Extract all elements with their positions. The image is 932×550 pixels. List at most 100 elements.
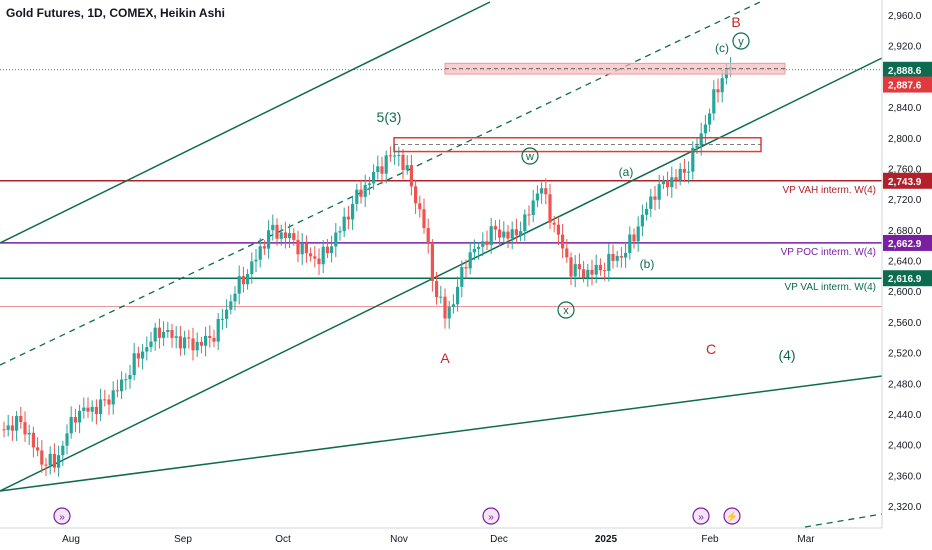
wave-label-a: (a) (619, 165, 634, 179)
candle-body (195, 341, 199, 351)
candle-body (426, 228, 430, 245)
candle-body (661, 180, 665, 185)
candle-body (288, 233, 292, 239)
y-tick-label: 2,440.0 (888, 410, 922, 421)
candle-body (300, 243, 304, 255)
arrow-icon: » (698, 512, 704, 523)
candle-body (237, 276, 241, 294)
candle-body (607, 254, 611, 271)
candle-body (212, 338, 216, 342)
candle-body (657, 184, 661, 200)
candle-body (506, 231, 510, 239)
candle-body (262, 246, 266, 249)
candle-body (250, 261, 254, 275)
candle-body (439, 296, 443, 298)
candle-body (162, 332, 166, 338)
candle-body (254, 259, 258, 262)
candle-body (712, 89, 716, 114)
candle-body (561, 234, 565, 249)
candle-body (57, 455, 61, 468)
wave-label-5-3: 5(3) (377, 109, 402, 125)
candle-body (468, 252, 472, 269)
candle-body (544, 188, 548, 195)
candle-body (220, 318, 224, 320)
x-tick-label: Dec (490, 534, 508, 545)
candle-body (569, 257, 573, 277)
y-tick-label: 2,320.0 (888, 502, 922, 513)
candle-body (493, 226, 497, 230)
candle-body (372, 171, 376, 184)
price-axis: 2,960.02,920.02,880.02,840.02,800.02,760… (881, 0, 932, 528)
candle-body (615, 256, 619, 261)
wave-labels: 5(3) B A C (4) (a) (b) (c) w x y VP VAH interm. W(4… (377, 14, 876, 366)
y-tick-label: 2,960.0 (888, 11, 922, 22)
candle-body (82, 407, 86, 411)
y-tick-label: 2,480.0 (888, 379, 922, 390)
candle-body (136, 353, 140, 359)
candle-body (78, 410, 82, 423)
candle-body (94, 406, 98, 415)
price-tag-label: 2,888.6 (888, 66, 922, 77)
candle-body (435, 281, 439, 298)
candle-body (216, 319, 220, 342)
wave-label-4: (4) (778, 347, 795, 363)
candle-body (103, 399, 107, 401)
candle-body (141, 351, 145, 359)
y-tick-label: 2,720.0 (888, 195, 922, 206)
channel-mid-line (0, 1, 761, 366)
price-tag-label: 2,887.6 (888, 81, 922, 92)
candle-body (191, 338, 195, 351)
candle-body (359, 189, 363, 197)
candle-body (393, 155, 397, 157)
candle-body (346, 216, 350, 220)
candle-body (283, 232, 287, 239)
candle-body (330, 246, 334, 254)
candle-body (472, 248, 476, 253)
event-marker (53, 507, 71, 525)
candle-body (241, 276, 245, 285)
candle-body (208, 335, 212, 339)
x-tick-label: Oct (275, 534, 291, 545)
candle-body (325, 246, 329, 254)
candle-body (267, 230, 271, 249)
wave-label-x: x (563, 305, 569, 317)
y-tick-label: 2,600.0 (888, 287, 922, 298)
candle-body (187, 337, 191, 339)
candle-body (86, 407, 90, 412)
wave-label-y: y (738, 36, 744, 48)
wave-label-x-circle (557, 301, 575, 319)
candle-body (351, 203, 355, 220)
candle-body (145, 347, 149, 352)
candle-body (233, 293, 237, 302)
candle-body (628, 234, 632, 253)
arrow-icon: » (59, 512, 65, 523)
candle-body (619, 256, 623, 258)
candle-body (594, 264, 598, 275)
wave-label-y-circle (732, 32, 750, 50)
candle-body (552, 222, 556, 225)
candle-body (204, 335, 208, 346)
candle-body (111, 390, 115, 405)
candle-body (73, 416, 77, 423)
price-tag (883, 172, 932, 189)
candle-body (258, 246, 262, 260)
candle-body (456, 286, 460, 305)
candle-body (183, 337, 187, 349)
y-tick-label: 2,520.0 (888, 349, 922, 360)
candle-body (636, 226, 640, 242)
candle-body (447, 306, 451, 319)
candle-body (708, 113, 712, 125)
chart-title: Gold Futures, 1D, COMEX, Heikin Ashi (6, 6, 225, 20)
candle-body (321, 246, 325, 265)
wave-label-w: w (525, 151, 534, 163)
wave-label-b: (b) (640, 257, 655, 271)
candle-body (355, 189, 359, 204)
wave-label-C: C (706, 341, 716, 357)
candle-body (720, 78, 724, 93)
candle-body (115, 390, 119, 392)
candle-body (166, 330, 170, 333)
candle-body (678, 168, 682, 181)
price-tag (883, 234, 932, 251)
candle-body (485, 241, 489, 246)
